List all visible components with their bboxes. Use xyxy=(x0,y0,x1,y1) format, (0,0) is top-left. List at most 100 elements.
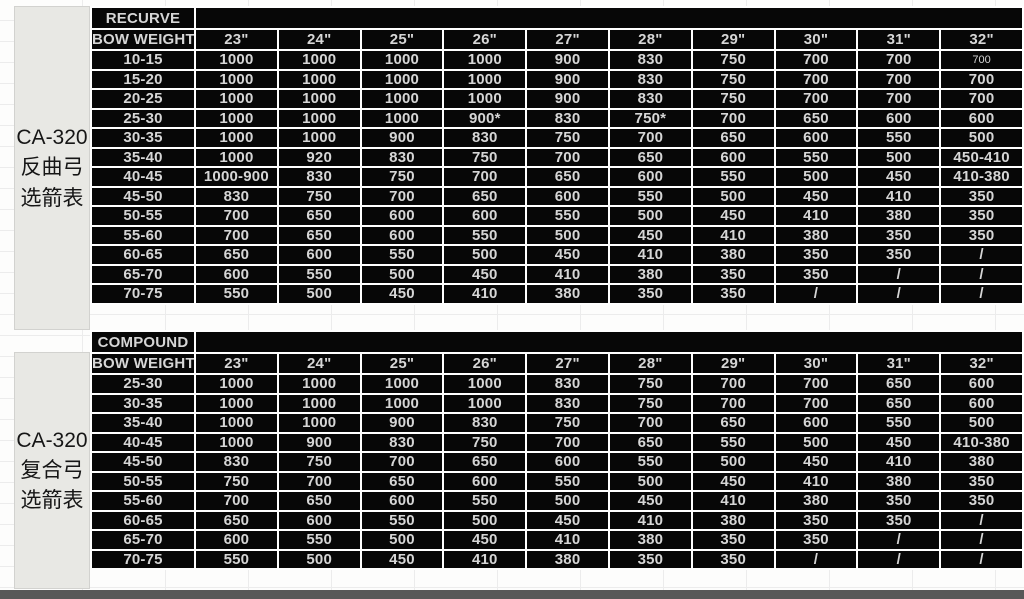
spine-value: 600 xyxy=(939,392,1024,414)
spine-value: 350 xyxy=(773,263,859,285)
bow-weight-range: 60-65 xyxy=(90,244,196,266)
bow-weight-range: 10-15 xyxy=(90,49,196,71)
spine-value: 700 xyxy=(359,185,445,207)
spine-value: 600 xyxy=(359,490,445,512)
spine-value: / xyxy=(773,283,859,305)
spine-value: 700 xyxy=(856,68,942,90)
spine-value: 450 xyxy=(607,490,693,512)
spine-value: 350 xyxy=(856,244,942,266)
spine-value: 1000 xyxy=(359,392,445,414)
spine-value: 450 xyxy=(442,263,528,285)
spine-value: 350 xyxy=(939,205,1024,227)
bow-weight-range: 60-65 xyxy=(90,509,196,531)
spine-value: 350 xyxy=(773,244,859,266)
spine-value: 830 xyxy=(194,185,279,207)
spine-value: 650 xyxy=(856,373,942,395)
spine-value: 700 xyxy=(773,49,859,71)
spine-value: 350 xyxy=(773,509,859,531)
bow-weight-range: 30-35 xyxy=(90,392,196,414)
spine-value: 750 xyxy=(607,392,693,414)
spine-value: 380 xyxy=(773,490,859,512)
spine-value: / xyxy=(939,509,1024,531)
compound-row-45-50: 45-50 830 750 700 650 600 550 500 450 410 380 xyxy=(90,451,1024,473)
recurve-header-row: BOW WEIGHT 23" 24" 25" 26" 27" 28" 29" 30" 31" 32" xyxy=(90,28,1024,51)
spine-value: 700 xyxy=(773,373,859,395)
spine-value: 1000 xyxy=(276,68,362,90)
bow-weight-range: 70-75 xyxy=(90,548,196,570)
spine-value: 550 xyxy=(194,283,279,305)
spine-value: / xyxy=(856,529,942,551)
spine-value: 900 xyxy=(359,127,445,149)
compound-header-row: BOW WEIGHT 23" 24" 25" 26" 27" 28" 29" 30" 31" 32" xyxy=(90,352,1024,375)
spine-value: 700 xyxy=(690,392,776,414)
spine-value: 1000 xyxy=(442,392,528,414)
recurve-chart-title: CA-320 反曲弓 选箭表 xyxy=(14,6,90,330)
spine-value: / xyxy=(773,548,859,570)
spine-value: 1000 xyxy=(276,107,362,129)
spine-value: 550 xyxy=(607,451,693,473)
spine-value: 700 xyxy=(690,373,776,395)
spine-value: 830 xyxy=(359,146,445,168)
spine-value: 550 xyxy=(856,127,942,149)
spine-value: 450 xyxy=(359,548,445,570)
spine-value: 830 xyxy=(607,88,693,110)
spine-value: 1000 xyxy=(359,68,445,90)
spine-value: 650 xyxy=(359,470,445,492)
spine-value: 700 xyxy=(939,88,1024,110)
spine-value: 410 xyxy=(607,509,693,531)
compound-row-60-65: 60-65 650 600 550 500 450 410 380 350 350/ xyxy=(90,509,1024,531)
spine-value: 380 xyxy=(773,224,859,246)
spine-value: 350 xyxy=(856,490,942,512)
spine-value: 380 xyxy=(939,451,1024,473)
spine-value: 750 xyxy=(194,470,279,492)
spine-value: 600 xyxy=(359,205,445,227)
compound-column-header-28in: 28" xyxy=(607,352,693,375)
spine-value: 830 xyxy=(276,166,362,188)
spine-value: 350 xyxy=(856,224,942,246)
spine-value: 650 xyxy=(690,127,776,149)
bow-weight-range: 45-50 xyxy=(90,185,196,207)
spine-value: 650 xyxy=(276,205,362,227)
spine-value: 350 xyxy=(607,283,693,305)
spine-value: 750 xyxy=(276,451,362,473)
spine-value: 830 xyxy=(442,127,528,149)
spine-value: / xyxy=(856,283,942,305)
spine-value: 700 xyxy=(607,127,693,149)
recurve-column-header-25in: 25" xyxy=(359,28,445,51)
spine-value: 600 xyxy=(939,107,1024,129)
spine-value: 600 xyxy=(690,146,776,168)
spine-value: 600 xyxy=(194,263,279,285)
spine-value: 410 xyxy=(525,529,610,551)
recurve-row-55-60: 55-60 700 650 600 550 500 450 410 380 350 350 xyxy=(90,224,1024,246)
spine-value: 750* xyxy=(607,107,693,129)
compound-title-model: CA-320 xyxy=(16,428,88,452)
recurve-section-label: RECURVE xyxy=(90,6,196,30)
bow-weight-range: 30-35 xyxy=(90,127,196,149)
spine-value: 450 xyxy=(442,529,528,551)
spine-value: 1000 xyxy=(194,412,279,434)
bow-weight-range: 50-55 xyxy=(90,205,196,227)
bow-weight-range: 25-30 xyxy=(90,373,196,395)
spine-value: 350 xyxy=(690,283,776,305)
spine-value: 600 xyxy=(276,244,362,266)
recurve-column-header-31in: 31" xyxy=(856,28,942,51)
spine-value: 450-410 xyxy=(939,146,1024,168)
spine-value: 1000 xyxy=(194,68,279,90)
spine-value: 350 xyxy=(773,529,859,551)
compound-column-header-25in: 25" xyxy=(359,352,445,375)
spine-value: 500 xyxy=(690,451,776,473)
spine-value: 900 xyxy=(359,412,445,434)
bow-weight-range: 65-70 xyxy=(90,263,196,285)
spine-value: 650 xyxy=(276,490,362,512)
spine-value: 600 xyxy=(525,451,610,473)
spine-value: 410 xyxy=(442,283,528,305)
spine-value: 650 xyxy=(690,412,776,434)
compound-row-35-40: 35-40 1000 1000 900 830 750 700 650 600 550 500 xyxy=(90,412,1024,434)
spine-value: 410 xyxy=(690,490,776,512)
spine-value: 550 xyxy=(525,205,610,227)
spine-value: 550 xyxy=(276,529,362,551)
recurve-title-suffix: 选箭表 xyxy=(20,186,84,210)
spine-value: 450 xyxy=(773,185,859,207)
spine-value: 550 xyxy=(442,224,528,246)
spine-value: 600 xyxy=(773,127,859,149)
